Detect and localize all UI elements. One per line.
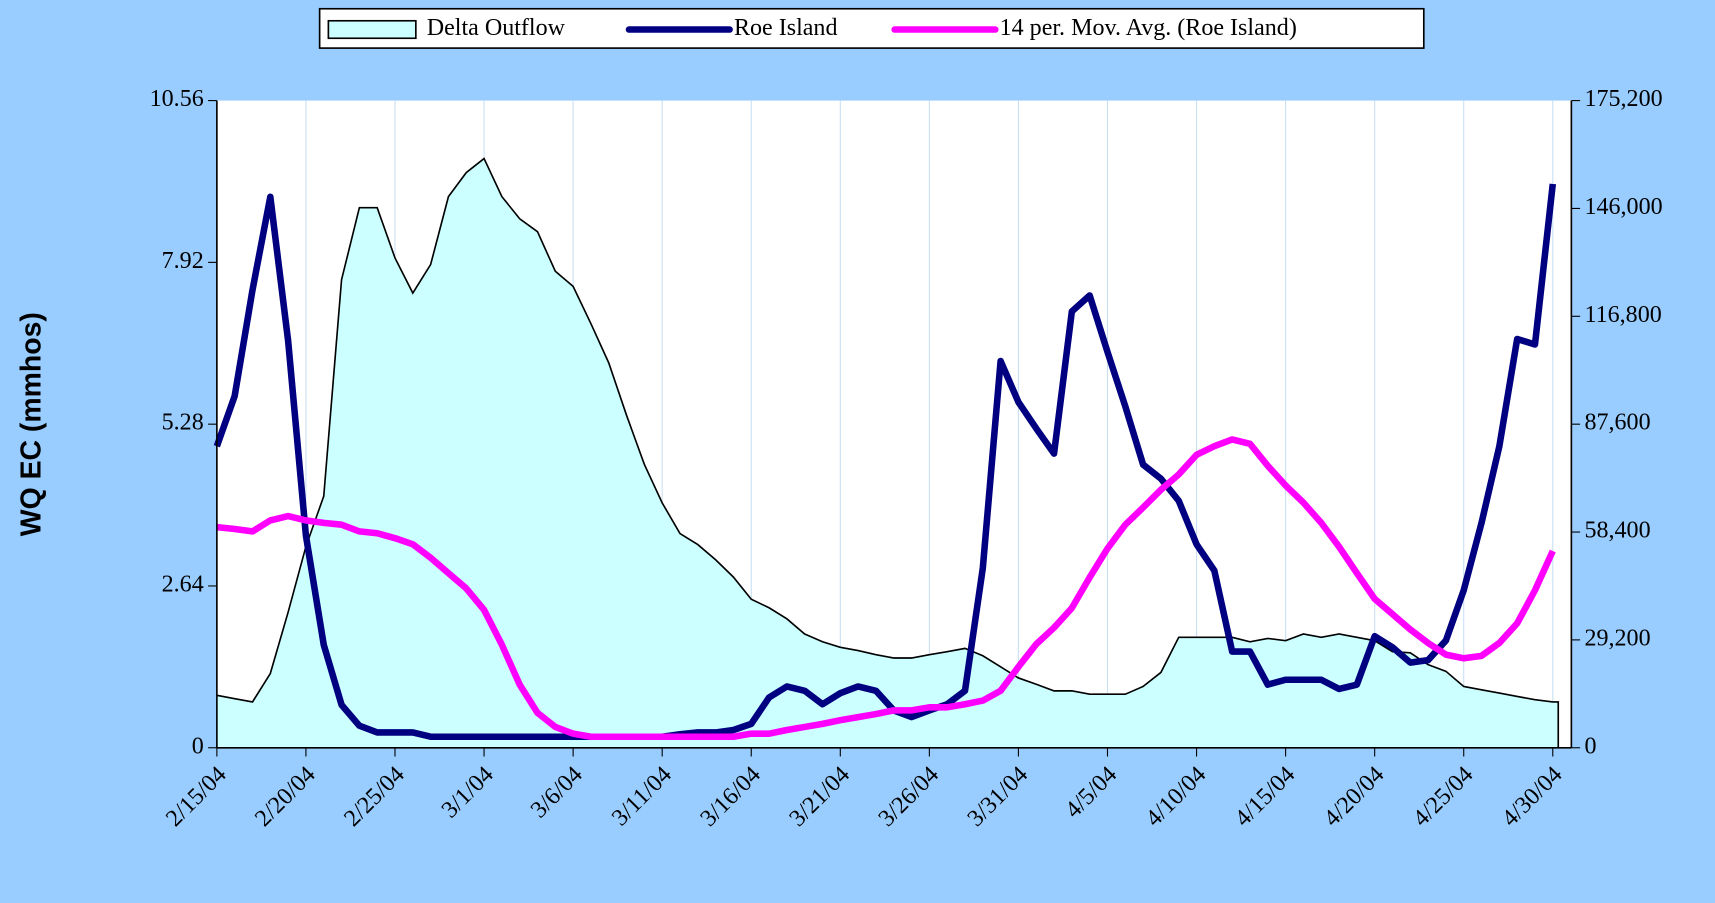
y2-tick-label: 29,200	[1584, 625, 1650, 651]
y2-tick-label: 175,200	[1584, 86, 1662, 112]
legend-label: Roe Island	[734, 15, 838, 41]
y-tick-label: 0	[192, 733, 204, 759]
area-fill	[216, 158, 1559, 748]
line	[213, 183, 1557, 741]
y2-tick-label: 116,800	[1584, 302, 1661, 328]
y2-tick-label: 87,600	[1584, 410, 1650, 436]
legend-label: 14 per. Mov. Avg. (Roe Island)	[1000, 15, 1297, 41]
line	[216, 436, 1556, 741]
y-tick-label: 5.28	[162, 410, 204, 436]
legend-swatch	[327, 19, 417, 40]
y2-tick-label: 58,400	[1584, 518, 1650, 544]
y-tick-label: 7.92	[162, 248, 204, 274]
y-tick-label: 10.56	[150, 86, 204, 112]
y-axis-title: WQ EC (mmhos)	[16, 312, 48, 536]
y2-tick-label: 0	[1584, 733, 1596, 759]
y-tick-label: 2.64	[162, 571, 204, 597]
legend-label: Delta Outflow	[427, 15, 566, 41]
area-outline	[216, 157, 1560, 748]
y2-tick-label: 146,000	[1584, 194, 1662, 220]
legend-box	[318, 7, 1425, 49]
